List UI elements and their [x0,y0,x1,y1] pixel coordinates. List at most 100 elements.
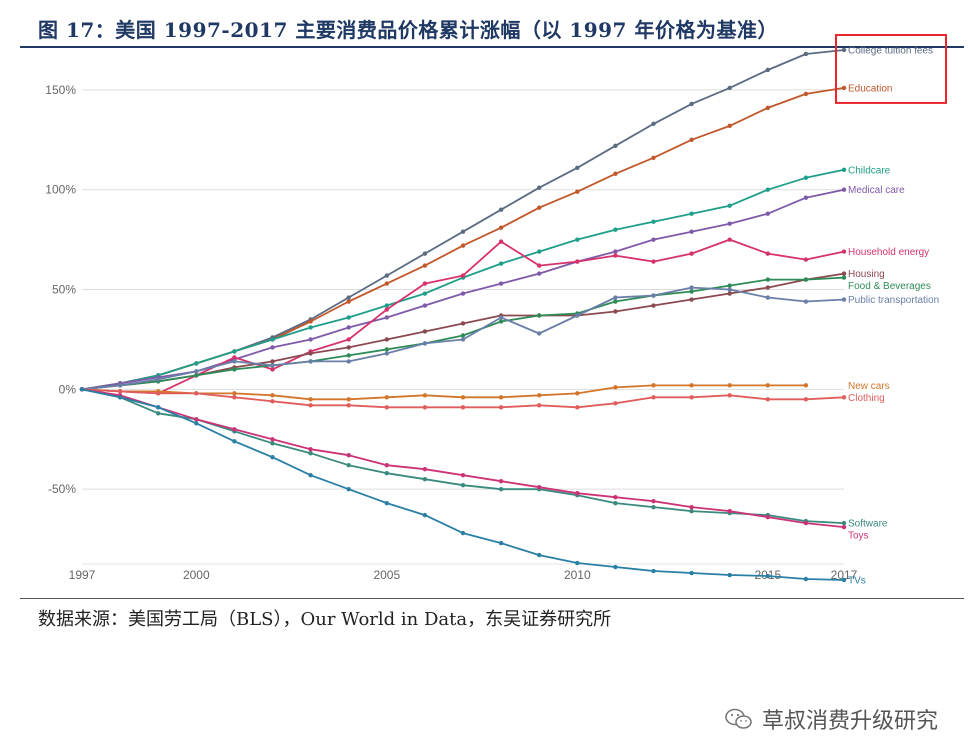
data-point-new-cars [765,383,770,388]
data-point-childcare [689,211,694,216]
y-axis-ticks: 150% 100% 50% 0% -50% [45,83,76,496]
y-tick-label: 0% [59,382,77,396]
data-point-software [841,520,847,526]
data-point-medical-care [651,237,656,242]
data-point-housing [346,345,351,350]
data-point-housing [270,359,275,364]
data-point-college-tuition-fees [422,251,428,256]
data-point-clothing [346,403,351,408]
data-point-tvs [803,576,809,582]
series-label-new-cars: New cars [848,381,890,392]
data-point-household-energy [803,257,809,262]
data-point-toys [689,504,694,510]
series-line-toys [81,388,845,528]
data-point-college-tuition-fees [803,51,809,57]
data-point-education [727,123,732,129]
data-point-software [689,508,694,514]
data-point-household-energy [841,249,847,254]
data-point-medical-care [689,229,694,234]
data-point-new-cars [613,385,618,390]
y-tick-label: -50% [48,482,76,496]
data-point-medical-care [308,337,313,342]
data-point-software [498,486,504,492]
data-point-tvs [537,552,542,558]
data-point-college-tuition-fees [613,143,618,149]
data-point-food-and-beverages [232,367,237,372]
data-point-toys [232,427,237,432]
data-point-housing [422,329,428,334]
data-point-household-energy [498,239,504,244]
data-point-new-cars [422,393,428,398]
data-point-housing [727,291,732,296]
x-tick-label: 2005 [373,568,400,582]
data-point-education [308,319,313,324]
data-point-education [537,205,542,210]
data-point-new-cars [384,395,389,400]
y-tick-label: 100% [45,183,76,197]
data-point-medical-care [841,187,847,192]
data-point-toys [270,437,275,442]
data-point-public-transportation [498,315,504,320]
data-point-tvs [651,568,656,574]
data-point-food-and-beverages [689,289,694,294]
data-point-education [841,85,847,91]
data-point-housing [841,271,847,276]
data-point-toys [308,447,313,452]
data-point-tvs [346,486,351,492]
data-point-college-tuition-fees [460,229,466,234]
data-point-new-cars [651,383,656,388]
series-label-childcare: Childcare [848,165,891,176]
data-point-medical-care [270,345,275,350]
data-point-household-energy [422,281,428,286]
data-point-food-and-beverages [537,313,542,318]
data-point-education [651,155,656,160]
data-point-childcare [232,349,237,354]
data-point-childcare [651,219,656,224]
data-point-tvs [727,572,732,578]
data-point-clothing [575,405,580,410]
data-point-new-cars [346,397,351,402]
data-point-clothing [384,405,389,410]
data-point-food-and-beverages [194,373,199,378]
watermark: 草叔消费升级研究 [724,703,938,735]
data-point-clothing [727,393,732,398]
data-point-college-tuition-fees [537,185,542,190]
data-point-food-and-beverages [765,277,770,282]
watermark-text: 草叔消费升级研究 [761,709,938,734]
data-point-childcare [575,237,580,242]
data-point-toys [651,498,656,504]
figure-title: 图 17：美国 1997-2017 主要消费品价格累计涨幅（以 1997 年价格… [38,18,778,42]
data-point-toys [765,514,770,520]
data-point-software [270,441,275,446]
data-point-college-tuition-fees [575,165,580,170]
data-point-college-tuition-fees [384,273,389,278]
data-point-new-cars [727,383,732,388]
highlight-box [835,33,947,104]
data-point-medical-care [384,315,389,320]
series-label-household-energy: Household energy [848,247,929,258]
data-point-toys [194,417,199,422]
data-point-household-energy [460,273,466,278]
x-tick-label: 2017 [831,568,858,582]
series-lines [79,47,847,583]
data-point-tvs [308,473,313,478]
data-point-new-cars [232,391,237,396]
price-change-chart: 150%100%50%0%-50% 1997200020052010201520… [45,33,947,587]
data-point-new-cars [803,383,809,388]
data-point-tvs [460,530,466,536]
x-tick-label: 2010 [564,568,591,582]
data-point-childcare [422,291,428,296]
data-point-public-transportation [232,359,237,364]
data-point-food-and-beverages [803,277,809,282]
data-point-education [346,299,351,304]
series-label-tvs: TVs [848,576,866,587]
source-divider [20,598,964,599]
data-point-clothing [422,405,428,410]
series-label-public-transportation: Public transportation [848,295,939,306]
x-tick-label: 1997 [69,568,96,582]
series-label-education: Education [848,83,892,94]
data-point-tvs [194,421,199,426]
data-point-clothing [194,391,199,396]
data-point-new-cars [537,393,542,398]
data-point-education [575,189,580,194]
